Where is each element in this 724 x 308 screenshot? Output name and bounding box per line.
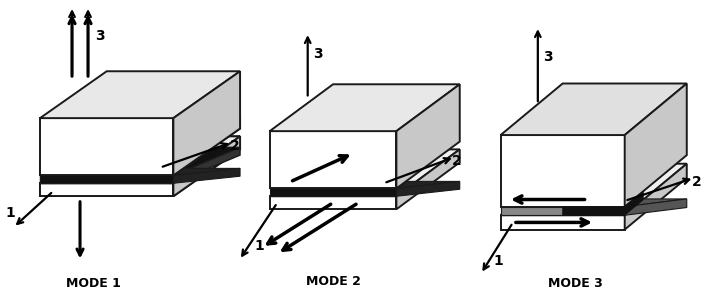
Polygon shape — [40, 176, 173, 183]
Polygon shape — [625, 199, 687, 215]
Polygon shape — [269, 131, 397, 188]
Polygon shape — [269, 84, 460, 131]
Polygon shape — [40, 162, 173, 176]
Polygon shape — [269, 196, 397, 209]
Polygon shape — [40, 118, 173, 176]
Polygon shape — [500, 207, 625, 215]
Text: MODE 2: MODE 2 — [306, 275, 361, 288]
Polygon shape — [173, 147, 240, 183]
Polygon shape — [40, 183, 173, 196]
Polygon shape — [173, 136, 240, 196]
Polygon shape — [40, 176, 173, 183]
Polygon shape — [269, 181, 460, 188]
Polygon shape — [40, 116, 240, 162]
Polygon shape — [500, 199, 687, 207]
Polygon shape — [563, 191, 644, 215]
Polygon shape — [173, 136, 240, 196]
Text: 1: 1 — [5, 206, 15, 220]
Polygon shape — [500, 164, 687, 215]
Polygon shape — [625, 164, 687, 229]
Text: 3: 3 — [95, 29, 104, 43]
Polygon shape — [500, 135, 625, 207]
Polygon shape — [40, 136, 240, 183]
Polygon shape — [500, 215, 625, 229]
Text: 2: 2 — [691, 176, 702, 189]
Polygon shape — [40, 71, 240, 118]
Text: 1: 1 — [255, 239, 264, 253]
Polygon shape — [397, 149, 460, 209]
Polygon shape — [397, 84, 460, 188]
Polygon shape — [397, 181, 460, 196]
Text: 2: 2 — [230, 139, 239, 153]
Polygon shape — [269, 188, 397, 196]
Polygon shape — [173, 168, 240, 183]
Text: MODE 1: MODE 1 — [66, 278, 121, 290]
Polygon shape — [625, 83, 687, 207]
Polygon shape — [173, 116, 240, 176]
Polygon shape — [40, 147, 240, 176]
Text: 3: 3 — [313, 47, 322, 61]
Polygon shape — [40, 168, 240, 176]
Text: 2: 2 — [452, 154, 462, 168]
Polygon shape — [40, 183, 173, 196]
Polygon shape — [40, 136, 240, 183]
Text: 3: 3 — [543, 50, 552, 63]
Polygon shape — [173, 71, 240, 176]
Polygon shape — [500, 83, 687, 135]
Text: 1: 1 — [493, 254, 503, 268]
Text: MODE 3: MODE 3 — [547, 277, 602, 290]
Polygon shape — [269, 149, 460, 196]
